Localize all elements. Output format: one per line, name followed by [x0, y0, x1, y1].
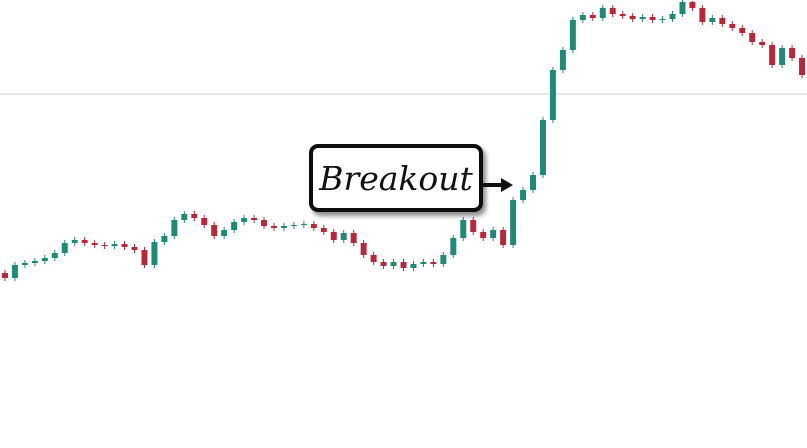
candle-body: [151, 242, 158, 265]
candle-body: [251, 218, 258, 220]
candle-body: [171, 220, 178, 236]
candle-body: [699, 8, 706, 22]
annotation: Breakout: [309, 144, 513, 212]
candle-body: [31, 261, 38, 263]
candle-body: [649, 17, 656, 20]
candle-body: [131, 247, 138, 250]
candle-body: [779, 48, 786, 65]
annotation-box: [309, 144, 483, 212]
candle-body: [659, 19, 666, 20]
candle-body: [530, 175, 537, 190]
candle-body: [350, 233, 357, 243]
candle-body: [310, 224, 317, 228]
candle-body: [549, 70, 556, 120]
candle-body: [191, 214, 198, 218]
candle-body: [480, 232, 487, 238]
candle-body: [81, 240, 88, 243]
candle-body: [709, 18, 716, 22]
candle-body: [589, 15, 596, 18]
candle-body: [689, 2, 696, 8]
candle-body: [460, 220, 467, 238]
candle-body: [71, 240, 78, 243]
annotation-arrowhead: [501, 178, 513, 192]
candle-body: [410, 264, 417, 268]
candle-body: [290, 225, 297, 226]
candle-body: [799, 58, 806, 75]
candle-body: [679, 2, 686, 14]
candle-body: [420, 262, 427, 264]
candle-body: [599, 8, 606, 18]
candle-body: [201, 218, 208, 225]
annotation-text: Breakout: [318, 159, 473, 198]
candle-body: [21, 263, 28, 265]
candle-body: [41, 258, 48, 261]
plot-area: [0, 0, 807, 281]
candle-body: [440, 255, 447, 264]
candle-body: [211, 225, 218, 236]
candle-body: [669, 14, 676, 19]
candle-body: [101, 245, 108, 246]
candle-body: [221, 230, 228, 236]
candle-body: [490, 230, 497, 238]
candle-body: [569, 20, 576, 50]
candle-body: [380, 262, 387, 266]
candle-body: [340, 233, 347, 240]
candle-body: [450, 238, 457, 255]
candle-body: [500, 230, 507, 245]
candle-body: [559, 50, 566, 70]
candle-body: [51, 253, 58, 258]
candle-body: [141, 250, 148, 265]
candle-body: [181, 214, 188, 220]
candle-body: [61, 243, 68, 253]
candle-body: [241, 218, 248, 222]
candle-body: [320, 228, 327, 232]
candle-body: [261, 220, 268, 226]
candle-body: [629, 16, 636, 19]
candle-body: [1, 273, 8, 278]
candle-body: [719, 18, 726, 24]
candle-body: [280, 226, 287, 228]
candle-body: [400, 262, 407, 268]
candle-body: [111, 244, 118, 246]
candle-body: [769, 45, 776, 65]
candle-body: [789, 48, 796, 58]
candle-body: [579, 15, 586, 20]
candle-body: [619, 14, 626, 16]
candle-body: [539, 120, 546, 175]
candle-body: [300, 224, 307, 225]
candle-body: [749, 33, 756, 42]
candle-body: [390, 262, 397, 266]
candle-body: [360, 243, 367, 255]
candle-body: [520, 190, 527, 200]
candle-body: [121, 244, 128, 247]
candle-body: [510, 200, 517, 245]
candle-body: [11, 265, 18, 278]
candle-body: [739, 28, 746, 33]
candle-body: [330, 232, 337, 240]
candle-body: [430, 262, 437, 264]
candle-body: [231, 222, 238, 230]
candle-body: [759, 42, 766, 45]
candle-body: [370, 255, 377, 262]
candle-body: [91, 243, 98, 245]
candle-body: [639, 17, 646, 19]
candle-body: [161, 236, 168, 242]
candle-body: [609, 8, 616, 14]
candle-body: [470, 220, 477, 232]
candle-body: [729, 24, 736, 28]
candle-body: [270, 226, 277, 228]
